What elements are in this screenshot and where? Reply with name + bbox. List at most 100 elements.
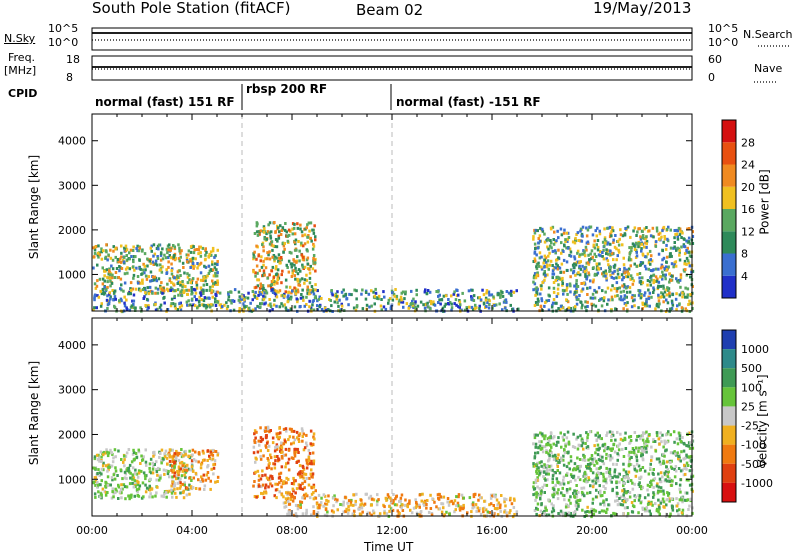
- data-cell: [131, 452, 135, 456]
- data-cell: [342, 503, 345, 507]
- data-cell: [603, 296, 606, 300]
- data-cell: [655, 229, 659, 233]
- data-cell: [648, 291, 652, 295]
- data-cell: [273, 259, 276, 263]
- data-cell: [209, 479, 212, 483]
- data-cell: [488, 511, 491, 514]
- data-cell: [663, 439, 666, 443]
- data-cell: [205, 283, 209, 286]
- data-cell: [603, 490, 606, 494]
- data-cell: [545, 299, 548, 303]
- data-cell: [123, 295, 126, 299]
- data-cell: [669, 228, 672, 232]
- data-cell: [146, 264, 149, 268]
- data-cell: [291, 222, 295, 226]
- data-cell: [616, 444, 620, 448]
- data-cell: [591, 280, 595, 284]
- data-cell: [599, 465, 602, 469]
- data-cell: [616, 458, 619, 462]
- data-cell: [578, 498, 582, 502]
- data-cell: [290, 495, 293, 499]
- data-cell: [664, 449, 667, 453]
- data-cell: [687, 431, 691, 435]
- data-cell: [675, 248, 678, 252]
- data-cell: [616, 499, 619, 502]
- data-cell: [422, 303, 425, 307]
- data-cell: [635, 234, 638, 237]
- data-cell: [535, 470, 538, 474]
- data-cell: [458, 299, 461, 302]
- data-cell: [595, 474, 599, 477]
- data-cell: [153, 275, 156, 279]
- data-cell: [287, 477, 290, 481]
- data-cell: [114, 487, 117, 491]
- data-cell: [268, 478, 271, 482]
- data-cell: [377, 498, 380, 502]
- data-cell: [96, 483, 100, 487]
- data-cell: [174, 306, 177, 310]
- data-cell: [296, 255, 299, 259]
- data-cell: [284, 465, 287, 469]
- data-cell: [299, 243, 303, 247]
- data-cell: [596, 443, 600, 447]
- data-cell: [118, 490, 122, 494]
- data-cell: [173, 482, 176, 486]
- data-cell: [160, 461, 163, 465]
- data-cell: [267, 466, 271, 469]
- data-cell: [673, 236, 676, 240]
- data-cell: [554, 453, 557, 457]
- data-cell: [686, 246, 689, 250]
- data-cell: [295, 487, 299, 491]
- data-cell: [310, 459, 313, 463]
- data-cell: [97, 468, 100, 472]
- data-cell: [622, 283, 626, 287]
- data-cell: [457, 493, 461, 497]
- data-cell: [165, 268, 168, 272]
- data-cell: [545, 449, 548, 453]
- data-cell: [566, 451, 570, 455]
- data-cell: [159, 474, 162, 478]
- data-cell: [628, 290, 632, 294]
- data-cell: [152, 262, 156, 266]
- data-cell: [279, 431, 282, 435]
- data-cell: [295, 461, 298, 464]
- data-cell: [136, 475, 140, 479]
- data-cell: [287, 438, 290, 442]
- data-cell: [296, 279, 300, 283]
- data-cell: [278, 305, 281, 309]
- data-cell: [564, 444, 567, 448]
- data-cell: [649, 512, 652, 516]
- data-cell: [593, 272, 597, 276]
- data-cell: [547, 286, 551, 290]
- data-cell: [622, 263, 626, 267]
- colorbar-swatch: [722, 387, 736, 407]
- data-cell: [679, 459, 682, 463]
- data-cell: [472, 495, 476, 499]
- data-cell: [143, 252, 147, 256]
- data-cell: [347, 499, 351, 503]
- data-cell: [331, 293, 334, 297]
- data-cell: [578, 261, 581, 265]
- data-cell: [139, 306, 142, 310]
- data-cell: [288, 427, 292, 431]
- data-cell: [211, 268, 215, 272]
- data-cell: [190, 462, 194, 466]
- data-cell: [611, 271, 614, 275]
- data-cell: [122, 483, 126, 487]
- power-colorbar-tick: 4: [741, 270, 748, 283]
- data-cell: [259, 282, 262, 286]
- freq-tick-bottom: 8: [66, 71, 73, 84]
- data-cell: [208, 454, 211, 458]
- data-cell: [624, 447, 628, 450]
- data-cell: [302, 258, 306, 262]
- data-cell: [657, 267, 660, 271]
- data-cell: [320, 496, 323, 500]
- data-cell: [555, 239, 558, 243]
- data-cell: [156, 287, 160, 291]
- data-cell: [567, 440, 571, 444]
- data-cell: [649, 262, 652, 266]
- data-cell: [93, 293, 97, 297]
- data-cell: [312, 485, 316, 489]
- data-cell: [149, 492, 152, 496]
- data-cell: [534, 293, 537, 297]
